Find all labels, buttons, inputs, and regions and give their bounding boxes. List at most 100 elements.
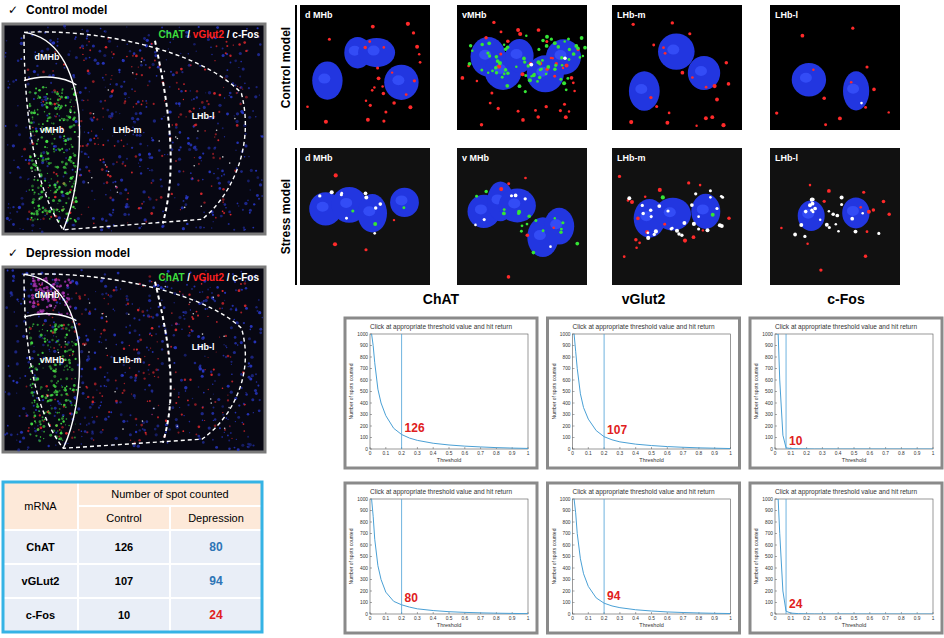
vglut2-speckle [53,103,56,106]
nucleus-speckle [230,361,232,363]
nucleus-speckle [38,315,40,317]
nucleus-speckle [30,137,32,139]
nucleus-speckle [218,373,221,376]
chat-speckle [58,186,60,188]
chat-speckle [38,158,40,160]
nucleus-speckle [112,135,113,136]
chat-speckle [42,211,44,213]
nucleus-speckle [232,305,234,307]
nucleus-speckle [248,116,251,119]
nucleus-speckle [188,64,191,67]
nucleus-speckle [240,110,243,113]
nucleus-speckle [203,336,205,338]
nucleus-speckle [82,29,83,30]
nucleus-speckle [46,161,48,163]
chat-speckle [45,87,47,89]
nucleus-speckle [188,334,191,337]
vglut2-speckle [198,163,200,165]
nucleus-speckle [12,280,15,283]
vglut2-speckle [221,302,224,305]
chat-speckle [60,324,63,327]
nucleus-speckle [133,444,136,447]
nucleus-speckle [27,178,29,180]
nucleus-speckle [217,177,220,180]
nucleus-speckle [9,212,11,214]
vglut2-speckle [69,355,70,356]
nucleus-speckle [252,444,254,446]
vglut2-speckle [40,184,42,186]
chat-speckle [48,197,50,199]
vglut2-speckle [219,336,220,337]
nucleus-speckle [211,292,213,294]
nucleus-speckle [41,337,43,339]
nucleus-speckle [217,123,219,125]
nucleus-speckle [84,87,86,89]
chat-speckle [74,358,76,360]
nucleus-speckle [221,405,224,408]
chat-speckle [56,189,58,191]
nucleus-speckle [226,69,228,71]
nucleus-speckle [158,325,160,327]
nucleus-speckle [171,287,173,289]
chat-speckle [50,394,52,396]
nucleus-speckle [73,396,76,399]
vglut2-speckle [178,396,180,398]
vglut2-speckle [193,107,195,109]
nucleus-speckle [184,354,187,357]
chat-speckle [40,436,41,437]
vglut2-speckle [109,175,111,177]
chat-speckle [56,92,59,95]
nucleus-speckle [202,179,204,181]
nucleus-speckle [35,306,37,308]
nucleus-speckle [196,96,198,98]
nucleus-speckle [252,110,254,112]
nucleus-speckle [169,42,171,44]
nucleus-speckle [19,415,21,417]
cfos-speckle [70,112,72,114]
vglut2-speckle [111,51,113,53]
nucleus-speckle [25,126,27,128]
nucleus-speckle [31,357,34,360]
vglut2-speckle [155,369,158,372]
vglut2-speckle [59,429,61,431]
nucleus-speckle [179,131,182,134]
vglut2-speckle [244,304,247,307]
nucleus-speckle [104,385,106,387]
nucleus-speckle [261,195,263,197]
nucleus-speckle [169,86,171,88]
nucleus-speckle [20,431,23,434]
nucleus-speckle [15,79,17,81]
chat-speckle [34,169,37,172]
nucleus-speckle [218,104,221,107]
nucleus-speckle [173,334,175,336]
vglut2-speckle [214,424,217,427]
vglut2-speckle [129,345,131,347]
nucleus-speckle [143,132,144,133]
nucleus-speckle [245,307,248,310]
nucleus-speckle [35,409,37,411]
vglut2-speckle [175,323,178,326]
chat-speckle [70,349,73,352]
vglut2-speckle [109,196,112,199]
vglut2-speckle [213,369,215,371]
nucleus-speckle [128,213,130,215]
nucleus-speckle [231,364,232,365]
nucleus-speckle [5,306,8,309]
vglut2-speckle [210,374,212,376]
chat-speckle [59,344,61,346]
nucleus-speckle [135,431,137,433]
chat-speckle [68,330,70,332]
vglut2-speckle [233,44,234,45]
nucleus-speckle [42,151,45,154]
chat-speckle [32,118,33,119]
nucleus-speckle [22,335,25,338]
nucleus-speckle [100,100,103,103]
vglut2-speckle [197,180,199,182]
nucleus-speckle [33,346,34,347]
nucleus-speckle [88,156,90,158]
nucleus-speckle [138,162,139,163]
nucleus-speckle [183,318,185,320]
nucleus-speckle [112,181,114,183]
nucleus-speckle [94,352,96,354]
nucleus-speckle [21,202,24,205]
